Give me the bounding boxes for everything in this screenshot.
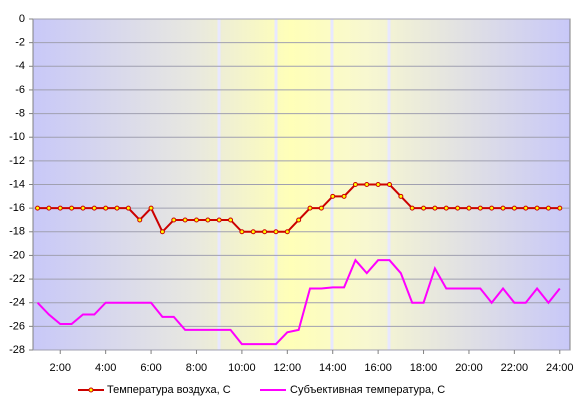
x-tick-label: 16:00: [364, 362, 392, 374]
point: [375, 182, 381, 187]
point: [557, 205, 563, 211]
y-tick-label: -2: [15, 37, 25, 49]
y-tick-label: -14: [9, 178, 25, 190]
point: [386, 182, 392, 187]
x-tick-label: 18:00: [410, 362, 438, 374]
y-tick-label: 0: [19, 13, 25, 25]
legend: Температура воздуха, С Субъективная темп…: [78, 384, 445, 396]
point: [114, 205, 120, 211]
point: [466, 205, 472, 211]
x-tick-label: 2:00: [50, 362, 71, 374]
y-tick-label: -6: [15, 84, 25, 96]
point: [296, 217, 302, 223]
point: [318, 205, 324, 211]
y-tick-label: -16: [9, 202, 25, 214]
point: [35, 205, 41, 211]
point: [57, 205, 63, 211]
point: [46, 205, 52, 211]
x-tick-label: 14:00: [319, 362, 347, 374]
point: [443, 205, 449, 211]
y-tick-label: -8: [15, 107, 25, 119]
point: [364, 182, 370, 187]
point: [489, 205, 495, 211]
point: [250, 229, 256, 235]
x-tick-label: 6:00: [140, 362, 161, 374]
point: [284, 229, 290, 235]
y-tick-label: -12: [9, 155, 25, 167]
point: [193, 217, 199, 223]
point: [500, 205, 506, 211]
point: [330, 193, 336, 199]
point: [216, 217, 222, 223]
point: [159, 229, 165, 235]
x-tick-label: 4:00: [95, 362, 116, 374]
point: [511, 205, 517, 211]
y-tick-label: -10: [9, 131, 25, 143]
point: [398, 193, 404, 199]
x-tick-label: 12:00: [274, 362, 302, 374]
point: [421, 205, 427, 211]
y-tick-label: -4: [15, 60, 25, 72]
y-tick-label: -22: [9, 273, 25, 285]
point: [69, 205, 75, 211]
y-tick-label: -24: [9, 297, 25, 309]
x-tick-label: 22:00: [501, 362, 529, 374]
point: [523, 205, 529, 211]
point: [205, 217, 211, 223]
point: [137, 217, 143, 223]
y-tick-label: -18: [9, 226, 25, 238]
x-tick-label: 10:00: [228, 362, 256, 374]
y-tick-label: -20: [9, 249, 25, 261]
point: [352, 182, 358, 187]
point: [171, 217, 177, 223]
y-tick-label: -28: [9, 344, 25, 356]
point: [273, 229, 279, 235]
point: [228, 217, 234, 223]
point: [103, 205, 109, 211]
series-line: [36, 258, 561, 346]
point: [125, 205, 131, 211]
point: [409, 205, 415, 211]
x-tick-label: 8:00: [186, 362, 207, 374]
point: [80, 205, 86, 211]
point: [545, 205, 551, 211]
point: [239, 229, 245, 235]
point: [307, 205, 313, 211]
x-tick-label: 20:00: [455, 362, 483, 374]
x-tick-label: 24:00: [546, 362, 574, 374]
point: [534, 205, 540, 211]
legend-label: Субъективная температура, С: [290, 384, 445, 396]
legend-label: Температура воздуха, С: [107, 384, 231, 396]
point: [477, 205, 483, 211]
point: [432, 205, 438, 211]
point: [455, 205, 461, 211]
point: [262, 229, 268, 235]
point: [341, 193, 347, 199]
y-tick-label: -26: [9, 320, 25, 332]
point: [182, 217, 188, 223]
point: [148, 205, 154, 211]
point: [91, 205, 97, 211]
